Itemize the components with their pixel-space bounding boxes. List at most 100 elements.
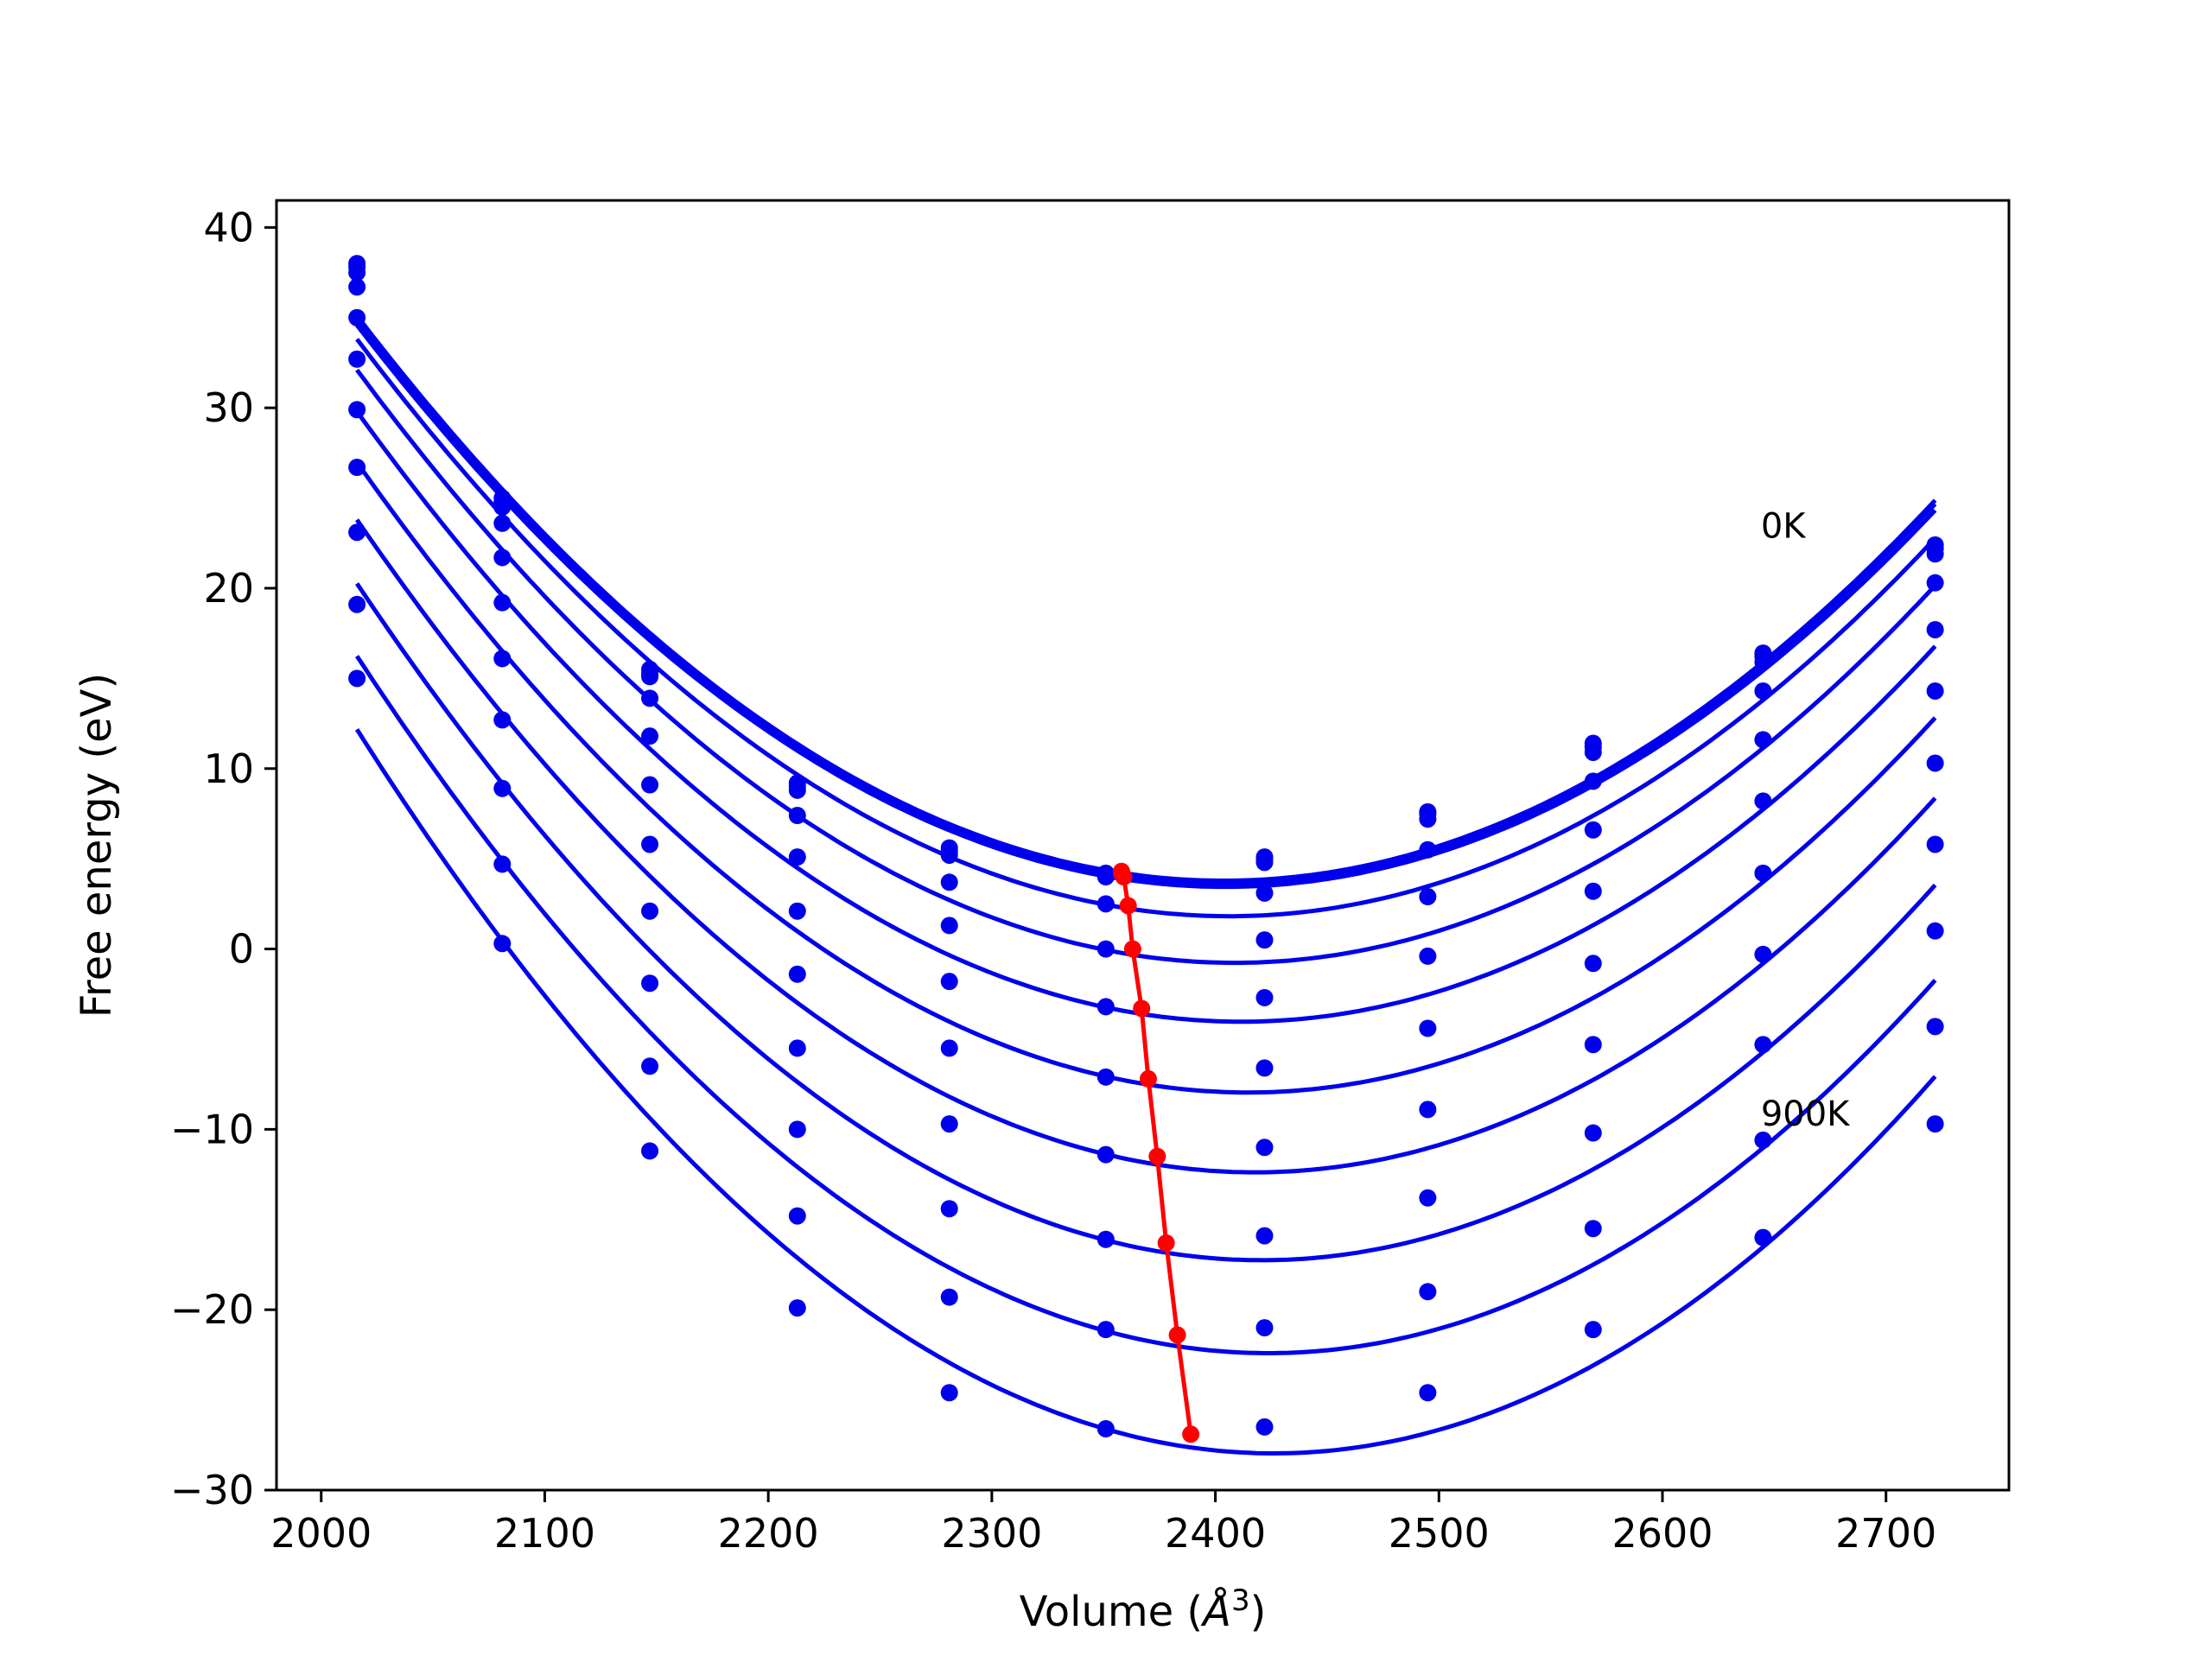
annotation-0k: 0K [1761,506,1807,546]
series-2-curve [355,323,1937,890]
series-4-point-6 [1255,931,1274,949]
series-9-point-10 [1926,1018,1944,1036]
series-3-point-5 [1096,895,1115,913]
series-6-point-3 [788,965,806,983]
series-5-point-10 [1926,682,1944,700]
minima-point-7 [1148,1147,1166,1165]
series-4-point-9 [1754,731,1772,749]
plot-marks [348,255,1944,1456]
series-5-point-6 [1255,988,1274,1006]
series-2-point-7 [1419,810,1437,828]
series-7-point-5 [1096,1145,1115,1164]
series-8-curve [355,582,1937,1263]
series-8-point-10 [1926,922,1944,940]
minima-point-4 [1123,940,1141,958]
series-7-point-6 [1255,1139,1274,1157]
series-6-point-0 [348,401,366,419]
series-2-point-5 [1096,868,1115,886]
series-3-point-1 [493,514,512,532]
x-axis-label-unit: Å [1200,1587,1231,1636]
series-10-point-8 [1584,1321,1602,1339]
series-4-point-0 [348,308,366,327]
y-tick-label-20: 20 [203,565,254,612]
series-8-point-2 [641,974,659,993]
y-tick-label-30: 30 [203,384,254,431]
minima-point-2 [1115,868,1133,886]
series-3-point-9 [1754,682,1772,700]
series-6-point-2 [641,835,659,853]
series-9-point-5 [1096,1321,1115,1339]
series-8-point-6 [1255,1227,1274,1245]
series-10-point-3 [788,1299,806,1317]
series-7-point-8 [1584,1036,1602,1054]
series-10-point-10 [1926,1115,1944,1133]
series-6-point-7 [1419,1019,1437,1037]
series-3-point-4 [940,873,958,891]
x-tick-label-2000: 2000 [270,1510,372,1557]
series-5-point-7 [1419,947,1437,965]
series-2-point-2 [641,668,659,686]
series-5-point-9 [1754,792,1772,810]
series-10-curve [354,728,1937,1456]
series-8-point-4 [940,1200,958,1218]
series-9-point-7 [1419,1283,1437,1301]
series-10-point-2 [641,1142,659,1160]
series-2-point-9 [1754,653,1772,671]
x-tick-label-2200: 2200 [718,1510,819,1557]
annotation-900k: 900K [1761,1094,1851,1134]
series-9-point-6 [1255,1319,1274,1337]
series-9-point-8 [1584,1220,1602,1238]
series-1-curve [355,318,1937,886]
y-tick-label--10: −10 [170,1106,254,1152]
series-10-point-9 [1754,1228,1772,1246]
series-2-point-6 [1255,853,1274,872]
y-tick-label-10: 10 [203,745,254,792]
series-2-point-0 [348,263,366,282]
minima-point-6 [1139,1069,1157,1088]
series-5-point-0 [348,350,366,368]
series-4-point-1 [493,549,512,567]
series-7-point-0 [348,459,366,477]
series-7-point-2 [641,902,659,920]
minima-point-5 [1133,999,1151,1018]
series-8-point-8 [1584,1124,1602,1142]
series-6-point-8 [1584,955,1602,973]
y-tick-label-40: 40 [203,204,254,251]
series-2-point-3 [788,781,806,799]
series-8-point-0 [348,523,366,542]
series-6-point-6 [1255,1059,1274,1077]
x-tick-label-2100: 2100 [494,1510,595,1557]
minima-point-3 [1119,897,1137,915]
series-7-point-4 [940,1115,958,1133]
series-5-point-2 [641,776,659,794]
series-8-point-7 [1419,1189,1437,1207]
series-3-point-0 [348,278,366,296]
x-tick-label-2700: 2700 [1835,1510,1936,1557]
x-tick-label-2500: 2500 [1389,1510,1490,1557]
x-axis-label: Volume (Å3) [1020,1583,1267,1636]
x-tick-label-2600: 2600 [1611,1510,1713,1557]
y-tick-label--30: −30 [170,1467,254,1513]
series-5-point-1 [493,593,512,612]
series-4-curve [355,368,1937,966]
series-2-point-10 [1926,545,1944,563]
series-10-point-5 [1096,1420,1115,1438]
series-10-point-4 [940,1384,958,1402]
series-8-point-3 [788,1120,806,1139]
series-6-curve [355,460,1937,1095]
series-4-point-7 [1419,888,1437,906]
series-9-point-3 [788,1207,806,1225]
series-6-point-5 [1096,1068,1115,1086]
series-4-point-5 [1096,940,1115,958]
x-axis-label-superscript: 3 [1231,1583,1250,1618]
series-4-point-2 [641,727,659,745]
series-5-point-4 [940,973,958,991]
series-3-point-7 [1419,841,1437,859]
series-7-point-7 [1419,1101,1437,1119]
series-3-point-8 [1584,772,1602,790]
y-axis-label: Free energy (eV) [73,673,121,1018]
series-9-point-0 [348,595,366,613]
series-7-point-9 [1754,945,1772,963]
series-3-point-6 [1255,884,1274,902]
